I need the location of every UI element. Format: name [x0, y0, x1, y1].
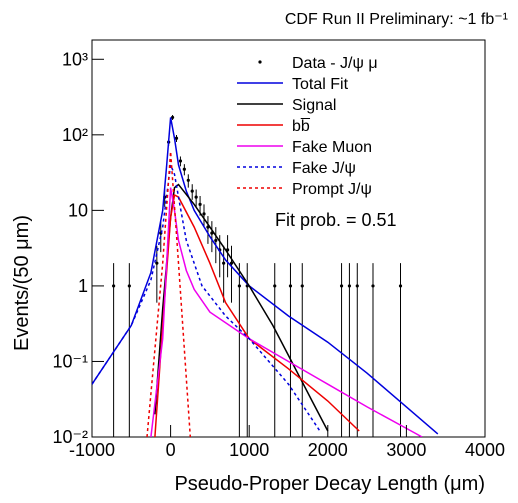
plot-frame — [91, 39, 486, 438]
data-point — [194, 195, 198, 199]
y-axis-label: Events/(50 μm) — [11, 215, 33, 351]
legend-marker — [258, 60, 262, 64]
data-point — [347, 284, 352, 288]
x-tick-label: 3000 — [386, 440, 426, 460]
data-point — [112, 284, 116, 288]
x-axis-label: Pseudo-Proper Decay Length (μm) — [174, 473, 485, 495]
data-point — [371, 284, 375, 288]
legend-label: Signal — [292, 97, 336, 114]
data-point — [190, 189, 194, 193]
data-point — [155, 261, 159, 265]
x-tick-label: -1000 — [69, 440, 115, 460]
data-point — [229, 261, 234, 265]
legend-label: bb̅ — [292, 117, 310, 135]
data-point — [288, 284, 293, 288]
data-point — [398, 284, 403, 288]
data-point — [214, 238, 218, 243]
data-point — [355, 284, 359, 288]
legend-label: Fake Muon — [292, 139, 372, 156]
fit-curve — [92, 117, 439, 435]
data-point — [127, 284, 131, 288]
fit-curve — [92, 162, 321, 432]
data-point — [178, 159, 183, 163]
x-tick-label: 1000 — [229, 440, 269, 460]
y-tick-label: 10³ — [62, 49, 88, 69]
legend-label: Total Fit — [292, 76, 349, 93]
chart-title: CDF Run II Preliminary: ~1 fb⁻¹ — [285, 11, 508, 28]
x-tick-label: 2000 — [308, 440, 348, 460]
y-tick-label: 10² — [62, 125, 88, 145]
fit-curve — [146, 151, 192, 437]
data-point — [339, 284, 344, 288]
data-point — [237, 284, 241, 288]
data-point — [182, 167, 186, 171]
x-tick-label: 4000 — [465, 440, 505, 460]
x-tick-label: 0 — [166, 440, 176, 460]
data-point — [170, 115, 175, 120]
y-tick-label: 10⁻² — [52, 427, 88, 447]
legend-label: Prompt J/ψ — [292, 181, 372, 198]
legend-label: Fake J/ψ — [292, 160, 356, 177]
y-tick-label: 10 — [68, 200, 88, 220]
y-tick-label: 10⁻¹ — [52, 351, 88, 371]
data-point — [202, 212, 206, 216]
fit-curve — [150, 187, 423, 437]
data-point — [300, 284, 304, 288]
y-tick-label: 1 — [78, 276, 88, 296]
data-point — [222, 261, 226, 265]
data-point — [174, 136, 179, 140]
data-point — [186, 178, 190, 182]
legend-label: Data - J/ψ μ — [292, 55, 378, 72]
data-point — [273, 284, 277, 288]
plot-area — [92, 115, 439, 437]
fit-curve — [154, 193, 360, 437]
annotation: Fit prob. = 0.51 — [275, 210, 397, 230]
data-point — [198, 202, 202, 206]
